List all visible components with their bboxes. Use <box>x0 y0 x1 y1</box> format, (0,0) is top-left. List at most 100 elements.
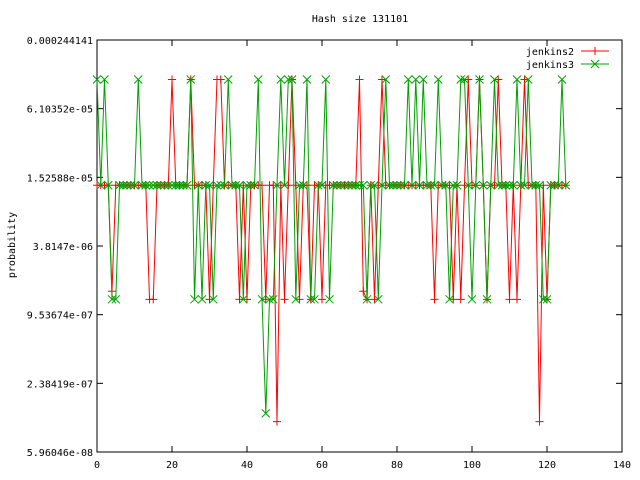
data-point <box>269 181 278 190</box>
x-tick-label: 20 <box>166 460 178 471</box>
data-point <box>355 180 364 190</box>
data-point <box>407 180 417 190</box>
data-point <box>212 180 222 190</box>
data-point <box>546 180 556 190</box>
data-point <box>464 75 473 84</box>
data-point <box>220 180 229 190</box>
chart-title: Hash size 131101 <box>312 14 408 25</box>
data-point <box>445 181 454 190</box>
data-point <box>505 180 514 190</box>
data-point <box>306 294 316 304</box>
data-point <box>239 181 248 190</box>
data-point <box>156 180 166 190</box>
data-point <box>205 295 214 304</box>
data-point <box>535 180 544 190</box>
data-point <box>295 295 304 304</box>
data-point <box>388 180 398 190</box>
data-point <box>523 75 533 84</box>
data-point <box>303 181 311 190</box>
data-point <box>321 75 331 84</box>
data-point <box>430 180 439 190</box>
x-tick-label: 80 <box>391 460 403 471</box>
series-line-jenkins3 <box>96 79 567 414</box>
data-point <box>463 180 473 190</box>
data-point <box>205 180 214 190</box>
data-point <box>448 180 458 190</box>
data-point <box>280 180 289 190</box>
y-tick-label: 9.53674e-07 <box>27 311 93 322</box>
data-point <box>182 180 192 190</box>
data-point <box>561 180 571 190</box>
data-point <box>359 287 368 296</box>
data-point <box>250 180 259 190</box>
data-point <box>336 180 346 190</box>
data-point <box>265 294 274 304</box>
data-point <box>426 180 436 190</box>
data-point <box>201 180 211 190</box>
x-tick-label: 120 <box>538 460 556 471</box>
data-point <box>535 417 544 426</box>
data-point <box>313 180 323 190</box>
data-point <box>478 180 488 190</box>
data-point <box>456 75 466 84</box>
data-point <box>396 180 406 190</box>
data-point <box>276 75 286 84</box>
y-tick-label: 0.000244141 <box>27 36 93 47</box>
data-point <box>276 181 285 190</box>
data-point <box>133 75 143 84</box>
data-point <box>190 294 199 304</box>
y-axis-label: probability <box>7 212 18 278</box>
data-point <box>163 180 173 190</box>
data-point <box>332 180 342 190</box>
data-point <box>539 181 548 190</box>
data-point <box>209 181 218 190</box>
data-point <box>378 75 386 84</box>
data-point <box>328 180 338 190</box>
data-point <box>291 294 301 304</box>
data-point <box>362 294 372 304</box>
data-point <box>508 180 518 190</box>
data-point <box>512 75 522 84</box>
data-point <box>373 294 383 304</box>
data-point <box>171 180 181 190</box>
data-point <box>460 75 469 84</box>
data-point <box>107 294 117 304</box>
data-point <box>317 180 327 190</box>
data-point <box>175 180 184 190</box>
data-point <box>422 180 432 190</box>
data-point <box>494 75 503 84</box>
data-point <box>227 180 237 190</box>
data-point <box>557 75 567 84</box>
data-point <box>273 417 281 426</box>
legend-label: jenkins3 <box>526 60 574 71</box>
data-point <box>471 180 481 190</box>
data-point <box>235 295 244 304</box>
data-point <box>385 180 394 190</box>
data-point <box>460 181 469 190</box>
data-point <box>216 180 226 190</box>
data-point <box>103 180 113 190</box>
data-point <box>193 180 203 190</box>
y-tick-label: 1.52588e-05 <box>27 173 93 184</box>
data-point <box>168 75 176 84</box>
data-point <box>430 295 439 304</box>
data-point <box>126 180 136 190</box>
data-point <box>122 180 132 190</box>
data-point <box>302 75 312 84</box>
data-point <box>513 295 521 304</box>
axes: 0 20 40 60 80 100 120 140 0.000244141 6.10352e-05… <box>27 36 631 471</box>
data-point <box>178 180 188 190</box>
data-point <box>284 181 293 190</box>
data-point <box>377 180 387 190</box>
x-tick-label: 60 <box>316 460 328 471</box>
data-point <box>115 180 124 190</box>
x-tick-label: 140 <box>613 460 631 471</box>
data-point <box>137 180 147 190</box>
legend-label: jenkins2 <box>526 47 574 58</box>
data-point <box>520 180 529 190</box>
data-point <box>238 294 248 304</box>
data-point <box>208 294 218 304</box>
data-point <box>486 180 496 190</box>
data-point <box>370 295 379 304</box>
data-point <box>130 180 139 190</box>
